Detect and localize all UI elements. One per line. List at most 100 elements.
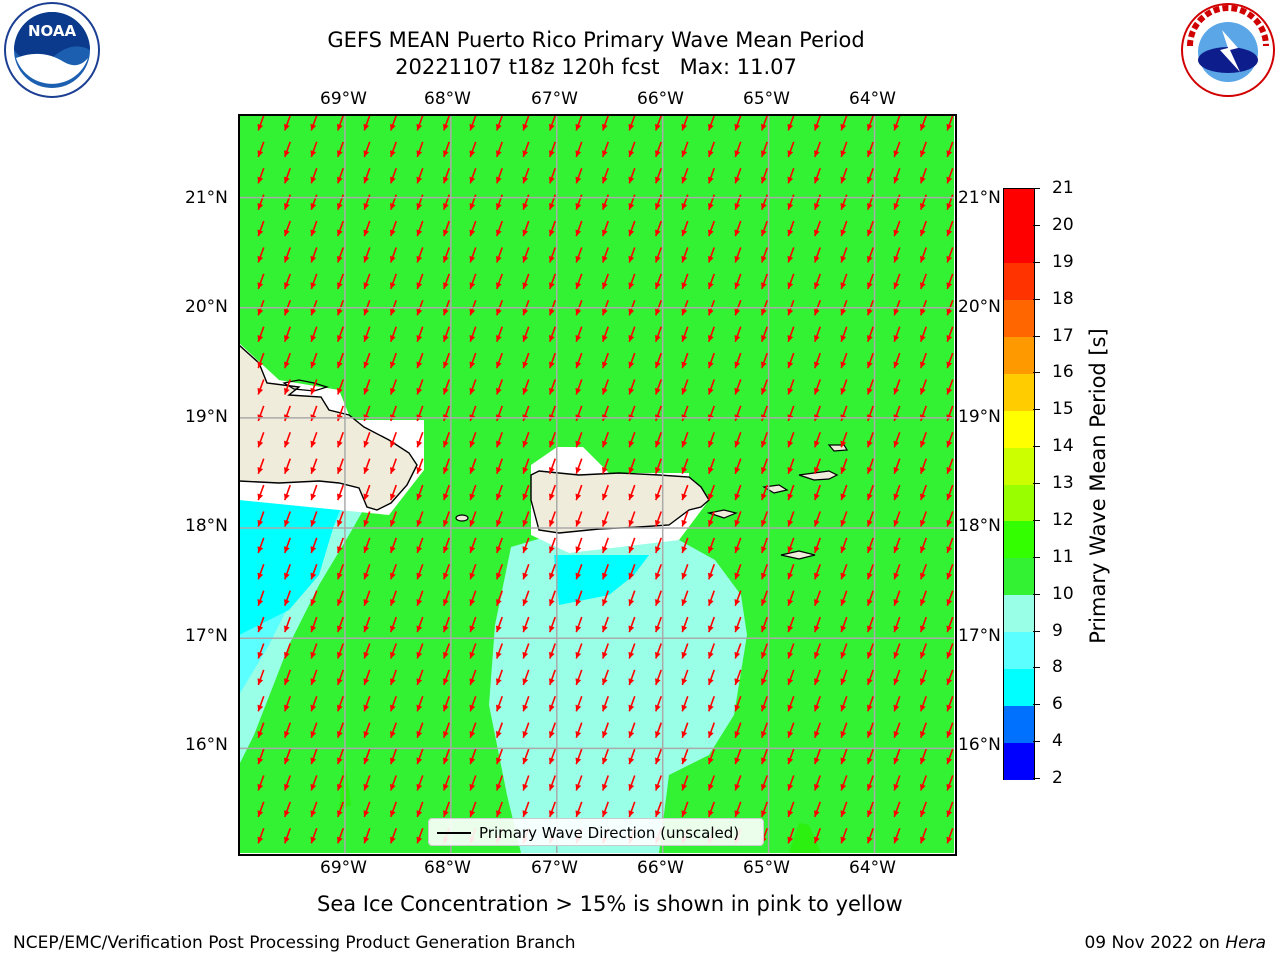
wave-direction-arrow [946, 616, 954, 633]
wave-direction-arrow [310, 748, 318, 765]
wave-direction-arrow [257, 590, 265, 606]
wave-direction-arrow [628, 115, 636, 131]
wave-direction-arrow [310, 696, 318, 712]
wave-direction-arrow [787, 828, 795, 844]
wave-direction-arrow [257, 748, 265, 765]
wave-direction-arrow [336, 115, 344, 131]
wave-direction-arrow [628, 352, 636, 369]
wave-direction-arrow [363, 669, 371, 686]
wave-direction-arrow [813, 247, 821, 263]
wave-direction-arrow [283, 643, 291, 659]
wave-direction-arrow [416, 722, 424, 738]
wave-direction-arrow [946, 458, 954, 474]
wave-direction-arrow [283, 115, 291, 131]
wave-direction-arrow [548, 643, 556, 659]
wave-direction-arrow [389, 828, 397, 844]
wave-direction-arrow [522, 801, 530, 818]
wave-direction-arrow [310, 564, 318, 580]
wave-direction-arrow [919, 616, 927, 633]
wave-direction-arrow [283, 273, 291, 290]
wave-direction-arrow [469, 775, 477, 791]
wave-direction-arrow [919, 748, 927, 765]
wave-direction-arrow [707, 432, 715, 448]
wave-direction-arrow [866, 511, 874, 527]
wave-direction-arrow [840, 775, 848, 791]
wave-direction-arrow [310, 775, 318, 791]
colorbar-tick-label: 14 [1052, 436, 1074, 457]
wave-direction-arrow [495, 432, 503, 448]
wave-direction-arrow [416, 326, 424, 342]
wave-direction-arrow [628, 458, 636, 474]
wave-direction-arrow [363, 722, 371, 738]
wave-direction-arrow [283, 748, 291, 765]
wave-direction-arrow [601, 168, 609, 184]
wave-direction-arrow [257, 458, 265, 474]
wave-direction-arrow [442, 669, 450, 686]
wave-direction-arrow [787, 748, 795, 765]
wave-direction-arrow [575, 564, 583, 580]
wave-direction-arrow [734, 696, 742, 712]
wave-direction-arrow [893, 352, 901, 369]
wave-direction-arrow [522, 432, 530, 448]
wave-direction-arrow [548, 352, 556, 369]
wave-direction-arrow [893, 801, 901, 818]
wave-direction-arrow [919, 247, 927, 263]
wave-direction-arrow [495, 379, 503, 395]
wave-direction-arrow [442, 537, 450, 554]
wave-direction-arrow [707, 115, 715, 131]
colorbar-tick-label: 21 [1052, 178, 1074, 198]
wave-direction-arrow [336, 511, 344, 527]
lon-label-top: 65°W [743, 89, 790, 109]
wave-direction-arrow [416, 511, 424, 527]
wave-direction-arrow [840, 458, 848, 474]
wave-direction-arrow [575, 722, 583, 738]
colorbar-segment [1004, 520, 1034, 559]
wave-direction-arrow [628, 247, 636, 263]
wave-direction-arrow [946, 484, 954, 501]
wave-direction-arrow [707, 220, 715, 237]
wave-direction-arrow [866, 141, 874, 158]
period-11-12-region [789, 823, 821, 853]
wave-direction-arrow [601, 669, 609, 686]
wave-direction-arrow [495, 484, 503, 501]
wave-direction-arrow [654, 220, 662, 237]
wave-direction-arrow [310, 484, 318, 501]
wave-direction-arrow [760, 352, 768, 369]
colorbar-tick-label: 17 [1052, 325, 1074, 346]
wave-direction-arrow [442, 722, 450, 738]
wave-direction-arrow [866, 352, 874, 369]
wave-direction-arrow [442, 458, 450, 474]
wave-direction-arrow [707, 458, 715, 474]
period-9-10-region [489, 530, 747, 853]
colorbar-tick [1033, 298, 1040, 300]
wave-direction-arrow [283, 352, 291, 369]
wave-direction-arrow [363, 643, 371, 659]
wave-direction-arrow [681, 432, 689, 448]
wave-direction-arrow [893, 564, 901, 580]
wave-direction-arrow [866, 247, 874, 263]
lat-label-right: 19°N [958, 407, 1001, 427]
wave-direction-arrow [416, 696, 424, 712]
lon-label-bottom: 67°W [531, 858, 578, 878]
virgin-islands [798, 470, 839, 481]
wave-direction-arrow [257, 220, 265, 237]
wave-direction-arrow [893, 590, 901, 606]
colorbar-segment [1004, 189, 1034, 227]
wave-direction-arrow [760, 458, 768, 474]
wave-direction-arrow [654, 352, 662, 369]
wave-direction-arrow [654, 801, 662, 818]
wave-direction-arrow [760, 696, 768, 712]
wave-direction-arrow [442, 247, 450, 263]
wave-direction-arrow [495, 748, 503, 765]
wave-direction-arrow [601, 352, 609, 369]
wave-direction-arrow [866, 537, 874, 554]
wave-direction-arrow [442, 326, 450, 342]
wave-direction-arrow [813, 775, 821, 791]
wave-direction-arrow [919, 775, 927, 791]
wave-direction-arrow [442, 115, 450, 131]
colorbar-tick-label: 4 [1052, 731, 1063, 752]
wave-direction-arrow [310, 141, 318, 158]
wave-direction-arrow [813, 801, 821, 818]
wave-direction-arrow [787, 511, 795, 527]
wave-direction-arrow [548, 326, 556, 342]
